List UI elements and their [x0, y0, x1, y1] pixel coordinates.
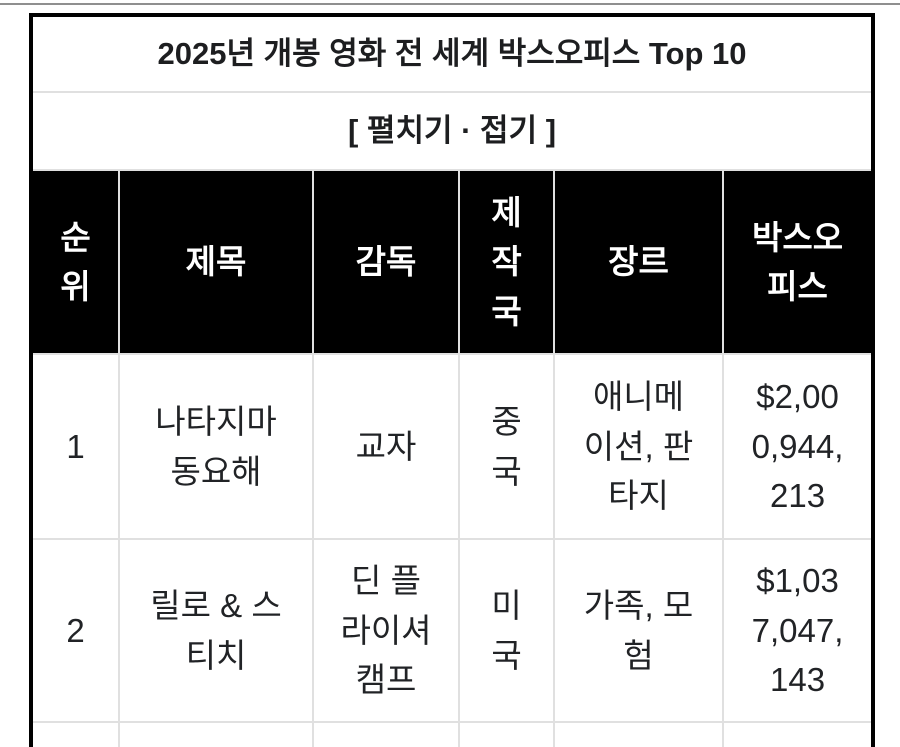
col-header-box-office: 박스오 피스: [721, 169, 875, 355]
table-header-row: 순 위 제목 감독 제 작 국 장르 박스오 피스: [30, 169, 875, 355]
table-row: 2 릴로 & 스 티치 딘 플 라이셔 캠프 미 국 가족, 모 험 $1,03…: [30, 538, 875, 723]
genre-cell: [553, 721, 724, 747]
table-title-row: 2025년 개봉 영화 전 세계 박스오피스 Top 10: [29, 14, 875, 93]
genre-link[interactable]: 가족, 모 험: [553, 538, 724, 723]
top-divider: [0, 3, 900, 5]
rank-cell: 1: [30, 353, 120, 540]
col-header-director: 감독: [312, 169, 460, 355]
table-row: 1 나타지마 동요해 교자 중 국 애니메 이션, 판 타지 $2,00 0,9…: [30, 353, 875, 540]
rank-cell: 2: [30, 538, 120, 723]
box-office-table: 2025년 개봉 영화 전 세계 박스오피스 Top 10 [ 펼치기 · 접기…: [29, 13, 876, 747]
rank-cell: [30, 721, 120, 747]
genre-link[interactable]: 애니메 이션, 판 타지: [553, 353, 724, 540]
country-cell: [458, 721, 555, 747]
movie-title-link[interactable]: 나타지마 동요해: [118, 353, 314, 540]
director-cell: [312, 721, 460, 747]
movie-title-link[interactable]: 릴로 & 스 티치: [118, 538, 314, 723]
table-row-partial: [30, 721, 875, 747]
col-header-country: 제 작 국: [458, 169, 555, 355]
col-header-genre: 장르: [553, 169, 724, 355]
col-header-rank: 순 위: [30, 169, 120, 355]
country-link[interactable]: 미 국: [458, 538, 555, 723]
expand-collapse-toggle[interactable]: [ 펼치기 · 접기 ]: [29, 91, 875, 171]
box-office-cell: $1,03 7,047, 143: [721, 538, 875, 723]
table-toggle-row: [ 펼치기 · 접기 ]: [29, 91, 875, 171]
col-header-title: 제목: [118, 169, 314, 355]
box-office-cell: $2,00 0,944, 213: [721, 353, 875, 540]
page-title: 2025년 개봉 영화 전 세계 박스오피스 Top 10: [29, 14, 875, 93]
movie-title-cell: [118, 721, 314, 747]
box-office-cell: [721, 721, 875, 747]
director-cell: 교자: [312, 353, 460, 540]
country-link[interactable]: 중 국: [458, 353, 555, 540]
director-cell: 딘 플 라이셔 캠프: [312, 538, 460, 723]
